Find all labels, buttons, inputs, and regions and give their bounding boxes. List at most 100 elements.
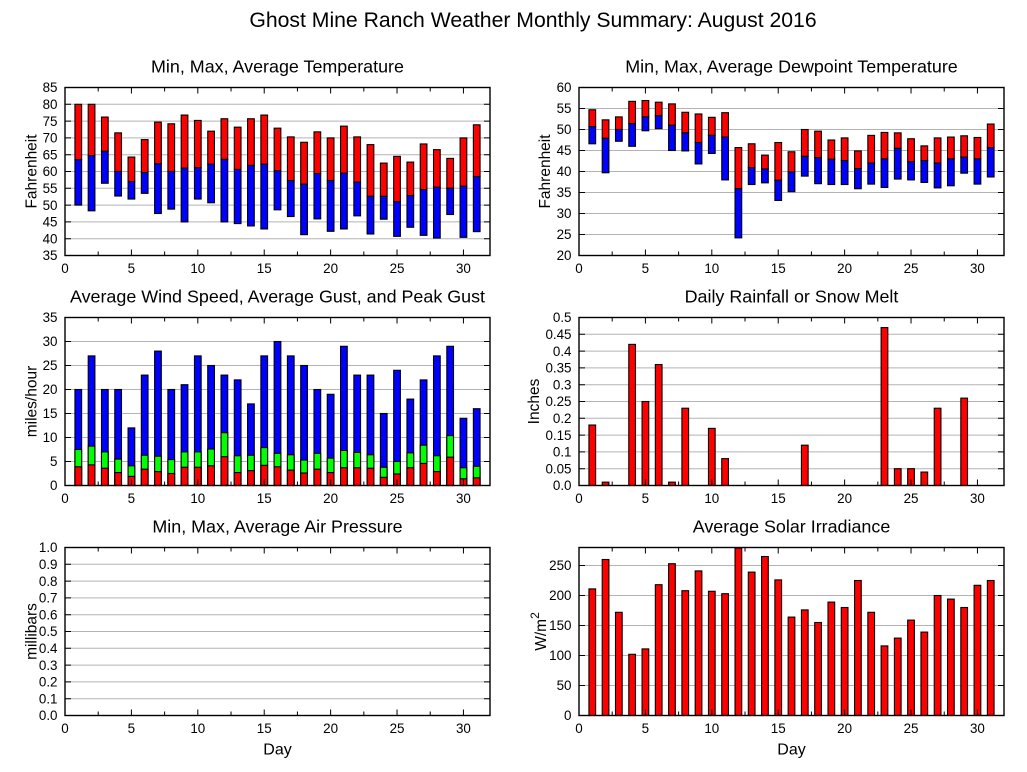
svg-text:20: 20 [837,261,852,276]
svg-text:10: 10 [190,721,205,736]
svg-text:0: 0 [61,721,68,736]
svg-text:Min, Max, Average Temperature: Min, Max, Average Temperature [151,57,404,77]
svg-text:20: 20 [323,491,338,506]
svg-text:1.0: 1.0 [39,540,58,555]
svg-text:0.05: 0.05 [545,461,571,476]
svg-text:40: 40 [557,164,572,179]
svg-text:20: 20 [43,382,58,397]
svg-text:Average Solar Irradiance: Average Solar Irradiance [693,517,891,537]
svg-text:15: 15 [257,261,272,276]
svg-text:25: 25 [390,491,405,506]
svg-text:0: 0 [564,708,571,723]
svg-text:miles/hour: miles/hour [23,366,40,438]
svg-text:35: 35 [43,248,58,263]
svg-text:55: 55 [557,101,572,116]
svg-text:50: 50 [43,198,58,213]
svg-text:200: 200 [549,588,571,603]
svg-text:10: 10 [704,721,719,736]
svg-text:75: 75 [43,114,58,129]
svg-text:45: 45 [43,215,58,230]
svg-text:15: 15 [771,721,786,736]
svg-text:0.45: 0.45 [545,327,571,342]
svg-text:5: 5 [128,491,135,506]
svg-text:15: 15 [257,491,272,506]
svg-text:0.3: 0.3 [553,377,572,392]
svg-text:25: 25 [557,227,572,242]
svg-text:150: 150 [549,618,571,633]
svg-text:10: 10 [704,261,719,276]
svg-text:5: 5 [128,261,135,276]
svg-text:15: 15 [771,261,786,276]
svg-text:25: 25 [390,721,405,736]
svg-text:0.2: 0.2 [553,411,572,426]
svg-text:5: 5 [642,721,649,736]
svg-text:15: 15 [771,491,786,506]
svg-text:20: 20 [837,721,852,736]
svg-text:50: 50 [557,122,572,137]
svg-text:0.25: 0.25 [545,394,571,409]
svg-text:20: 20 [323,261,338,276]
svg-text:25: 25 [390,261,405,276]
svg-text:30: 30 [970,721,985,736]
svg-text:60: 60 [557,80,572,95]
svg-text:Inches: Inches [526,378,543,424]
svg-text:0.5: 0.5 [553,310,572,325]
svg-text:Fahrenheit: Fahrenheit [537,134,554,209]
svg-text:70: 70 [43,131,58,146]
svg-text:80: 80 [43,97,58,112]
svg-text:0: 0 [61,261,68,276]
svg-text:55: 55 [43,181,58,196]
svg-text:W/m2: W/m2 [528,612,550,651]
svg-text:40: 40 [43,231,58,246]
svg-text:Fahrenheit: Fahrenheit [23,134,40,209]
svg-text:0: 0 [50,478,57,493]
svg-text:5: 5 [642,491,649,506]
svg-text:35: 35 [557,185,572,200]
svg-text:15: 15 [257,721,272,736]
svg-text:50: 50 [557,678,572,693]
svg-text:10: 10 [190,491,205,506]
svg-text:millibars: millibars [23,603,40,660]
svg-text:0.0: 0.0 [553,478,572,493]
svg-text:30: 30 [43,334,58,349]
svg-text:60: 60 [43,164,58,179]
svg-text:45: 45 [557,143,572,158]
svg-text:30: 30 [456,721,471,736]
svg-text:0.8: 0.8 [39,574,58,589]
svg-text:100: 100 [549,648,571,663]
svg-text:30: 30 [970,491,985,506]
svg-text:250: 250 [549,558,571,573]
svg-text:Average Wind Speed, Average Gu: Average Wind Speed, Average Gust, and Pe… [70,287,485,307]
svg-text:35: 35 [43,310,58,325]
svg-text:Min, Max, Average Air Pressure: Min, Max, Average Air Pressure [152,517,402,537]
svg-text:5: 5 [50,454,57,469]
svg-text:85: 85 [43,80,58,95]
svg-text:0.1: 0.1 [39,691,58,706]
svg-text:Daily Rainfall or Snow Melt: Daily Rainfall or Snow Melt [685,287,899,307]
svg-text:Day: Day [263,742,291,759]
svg-text:Day: Day [777,742,805,759]
svg-text:0.2: 0.2 [39,675,58,690]
svg-text:0.7: 0.7 [39,591,58,606]
svg-text:20: 20 [323,721,338,736]
svg-text:15: 15 [43,406,58,421]
svg-text:30: 30 [456,261,471,276]
svg-text:0: 0 [575,491,582,506]
svg-text:0.15: 0.15 [545,428,571,443]
svg-text:0.9: 0.9 [39,557,58,572]
svg-text:0.0: 0.0 [39,708,58,723]
svg-text:25: 25 [43,358,58,373]
svg-text:25: 25 [904,261,919,276]
svg-text:Min, Max, Average Dewpoint Tem: Min, Max, Average Dewpoint Temperature [625,57,958,77]
svg-text:30: 30 [456,491,471,506]
svg-text:0.4: 0.4 [39,641,58,656]
svg-text:0.6: 0.6 [39,607,58,622]
svg-text:0: 0 [575,261,582,276]
svg-text:30: 30 [557,206,572,221]
svg-text:25: 25 [904,721,919,736]
svg-text:5: 5 [642,261,649,276]
svg-text:0: 0 [575,721,582,736]
svg-text:0.35: 0.35 [545,361,571,376]
svg-text:65: 65 [43,147,58,162]
svg-text:10: 10 [190,261,205,276]
